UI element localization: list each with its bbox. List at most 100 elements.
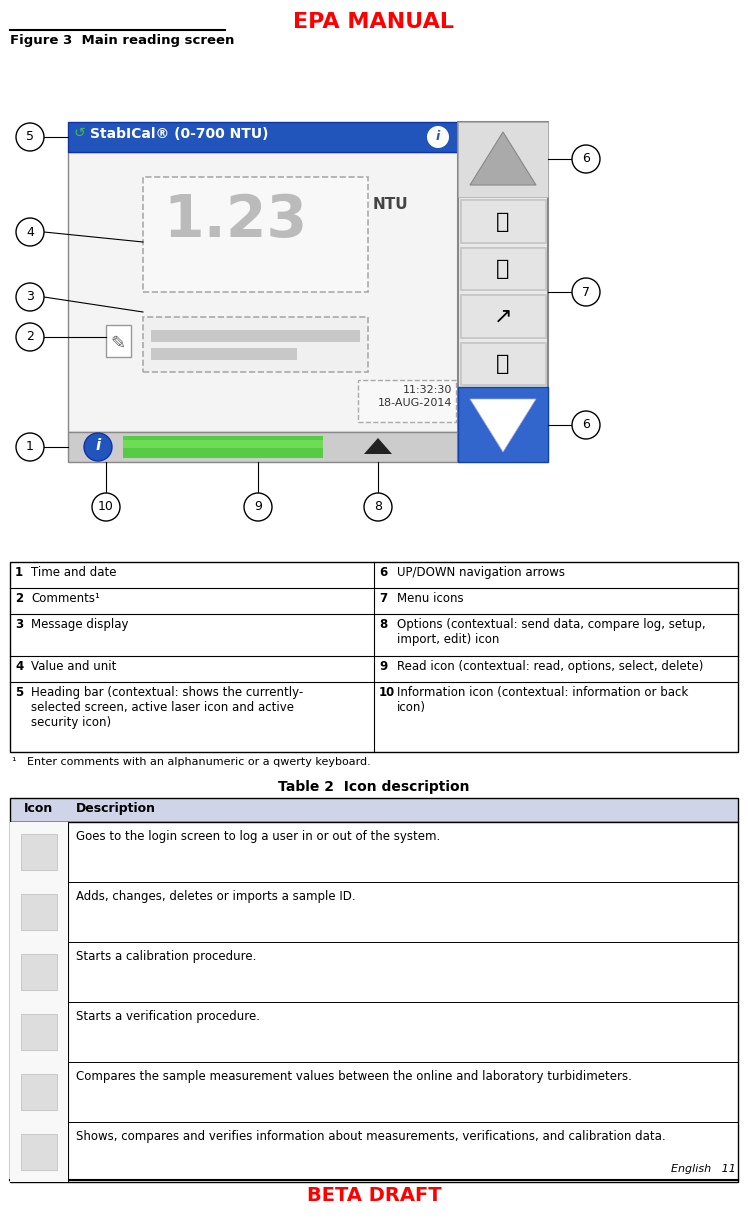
Bar xyxy=(21,954,57,990)
FancyBboxPatch shape xyxy=(358,380,456,422)
Text: 7: 7 xyxy=(582,286,590,298)
Text: ✎: ✎ xyxy=(111,335,126,353)
Bar xyxy=(10,1122,68,1182)
Text: English   11: English 11 xyxy=(671,1165,736,1174)
Bar xyxy=(460,295,546,337)
Bar xyxy=(10,562,738,752)
Text: 10: 10 xyxy=(379,686,395,699)
Text: Information icon (contextual: information or back
icon): Information icon (contextual: informatio… xyxy=(397,686,688,714)
Bar xyxy=(10,942,68,1002)
Bar xyxy=(461,200,545,242)
Text: ↺: ↺ xyxy=(74,126,85,141)
Text: 4: 4 xyxy=(26,226,34,238)
Bar xyxy=(21,895,57,930)
Circle shape xyxy=(572,277,600,306)
Bar xyxy=(68,152,458,433)
Text: 6: 6 xyxy=(582,153,590,165)
Bar xyxy=(10,798,738,822)
Bar xyxy=(151,348,297,360)
Text: Description: Description xyxy=(76,802,156,815)
Bar xyxy=(461,342,545,384)
FancyBboxPatch shape xyxy=(143,316,368,371)
Text: StabICal® (0-700 NTU): StabICal® (0-700 NTU) xyxy=(90,127,269,141)
Text: Adds, changes, deletes or imports a sample ID.: Adds, changes, deletes or imports a samp… xyxy=(76,890,355,903)
Polygon shape xyxy=(364,437,392,455)
Bar xyxy=(68,433,458,462)
Bar xyxy=(10,822,68,882)
Bar xyxy=(123,436,323,458)
Circle shape xyxy=(16,218,44,246)
Bar xyxy=(21,1014,57,1050)
Text: Goes to the login screen to log a user in or out of the system.: Goes to the login screen to log a user i… xyxy=(76,830,441,843)
Text: 6: 6 xyxy=(582,418,590,431)
Text: 8: 8 xyxy=(379,618,387,631)
Text: 1: 1 xyxy=(15,566,23,579)
Text: i: i xyxy=(436,130,440,143)
Text: 1: 1 xyxy=(26,440,34,453)
Text: 9: 9 xyxy=(379,660,387,673)
Text: ↗: ↗ xyxy=(494,307,512,326)
Text: 5: 5 xyxy=(26,131,34,143)
Bar xyxy=(21,1134,57,1169)
Text: 💧: 💧 xyxy=(497,354,509,374)
Text: Figure 3  Main reading screen: Figure 3 Main reading screen xyxy=(10,34,234,46)
Text: 👤: 👤 xyxy=(497,211,509,231)
Bar xyxy=(460,247,546,290)
Text: i: i xyxy=(96,439,101,453)
Text: 3: 3 xyxy=(26,291,34,303)
Text: Menu icons: Menu icons xyxy=(397,591,464,605)
Text: 🧪: 🧪 xyxy=(497,259,509,279)
Text: 5: 5 xyxy=(15,686,23,699)
Text: Icon: Icon xyxy=(25,802,54,815)
Text: 3: 3 xyxy=(15,618,23,631)
Polygon shape xyxy=(470,400,536,452)
Bar xyxy=(68,122,458,152)
Circle shape xyxy=(84,433,112,461)
Bar xyxy=(151,330,360,342)
Bar xyxy=(106,325,131,357)
Text: 7: 7 xyxy=(379,591,387,605)
Bar xyxy=(21,833,57,870)
Text: 8: 8 xyxy=(374,501,382,513)
Circle shape xyxy=(572,411,600,439)
Text: 18-AUG-2014: 18-AUG-2014 xyxy=(378,398,452,408)
Bar xyxy=(10,1062,68,1122)
Text: Time and date: Time and date xyxy=(31,566,117,579)
Circle shape xyxy=(16,433,44,461)
Text: Message display: Message display xyxy=(31,618,129,631)
Text: 10: 10 xyxy=(98,501,114,513)
Circle shape xyxy=(572,145,600,174)
Circle shape xyxy=(244,492,272,521)
Bar xyxy=(460,341,546,385)
Text: UP/DOWN navigation arrows: UP/DOWN navigation arrows xyxy=(397,566,565,579)
Text: EPA MANUAL: EPA MANUAL xyxy=(293,12,455,32)
Bar xyxy=(460,199,546,242)
Circle shape xyxy=(16,323,44,351)
Bar xyxy=(10,822,738,1182)
Text: Value and unit: Value and unit xyxy=(31,660,117,673)
Circle shape xyxy=(364,492,392,521)
Bar xyxy=(461,295,545,336)
Text: 6: 6 xyxy=(379,566,387,579)
Text: Options (contextual: send data, compare log, setup,
import, edit) icon: Options (contextual: send data, compare … xyxy=(397,618,705,646)
Text: Read icon (contextual: read, options, select, delete): Read icon (contextual: read, options, se… xyxy=(397,660,703,673)
Text: 11:32:30: 11:32:30 xyxy=(402,385,452,395)
Text: Comments¹: Comments¹ xyxy=(31,591,100,605)
Bar xyxy=(458,122,548,462)
Text: BETA DRAFT: BETA DRAFT xyxy=(307,1187,441,1205)
Text: 2: 2 xyxy=(26,330,34,343)
Bar xyxy=(10,882,68,942)
Text: 9: 9 xyxy=(254,501,262,513)
Bar xyxy=(123,440,323,448)
Text: Heading bar (contextual: shows the currently-
selected screen, active laser icon: Heading bar (contextual: shows the curre… xyxy=(31,686,303,730)
Circle shape xyxy=(16,284,44,312)
Text: 4: 4 xyxy=(15,660,23,673)
Circle shape xyxy=(16,123,44,152)
Text: 1.23: 1.23 xyxy=(163,192,307,249)
Bar xyxy=(10,1002,68,1062)
Text: Starts a calibration procedure.: Starts a calibration procedure. xyxy=(76,949,257,963)
FancyBboxPatch shape xyxy=(143,177,368,292)
Text: Table 2  Icon description: Table 2 Icon description xyxy=(278,780,470,794)
Bar xyxy=(458,387,548,462)
Text: ¹   Enter comments with an alphanumeric or a qwerty keyboard.: ¹ Enter comments with an alphanumeric or… xyxy=(12,756,371,767)
